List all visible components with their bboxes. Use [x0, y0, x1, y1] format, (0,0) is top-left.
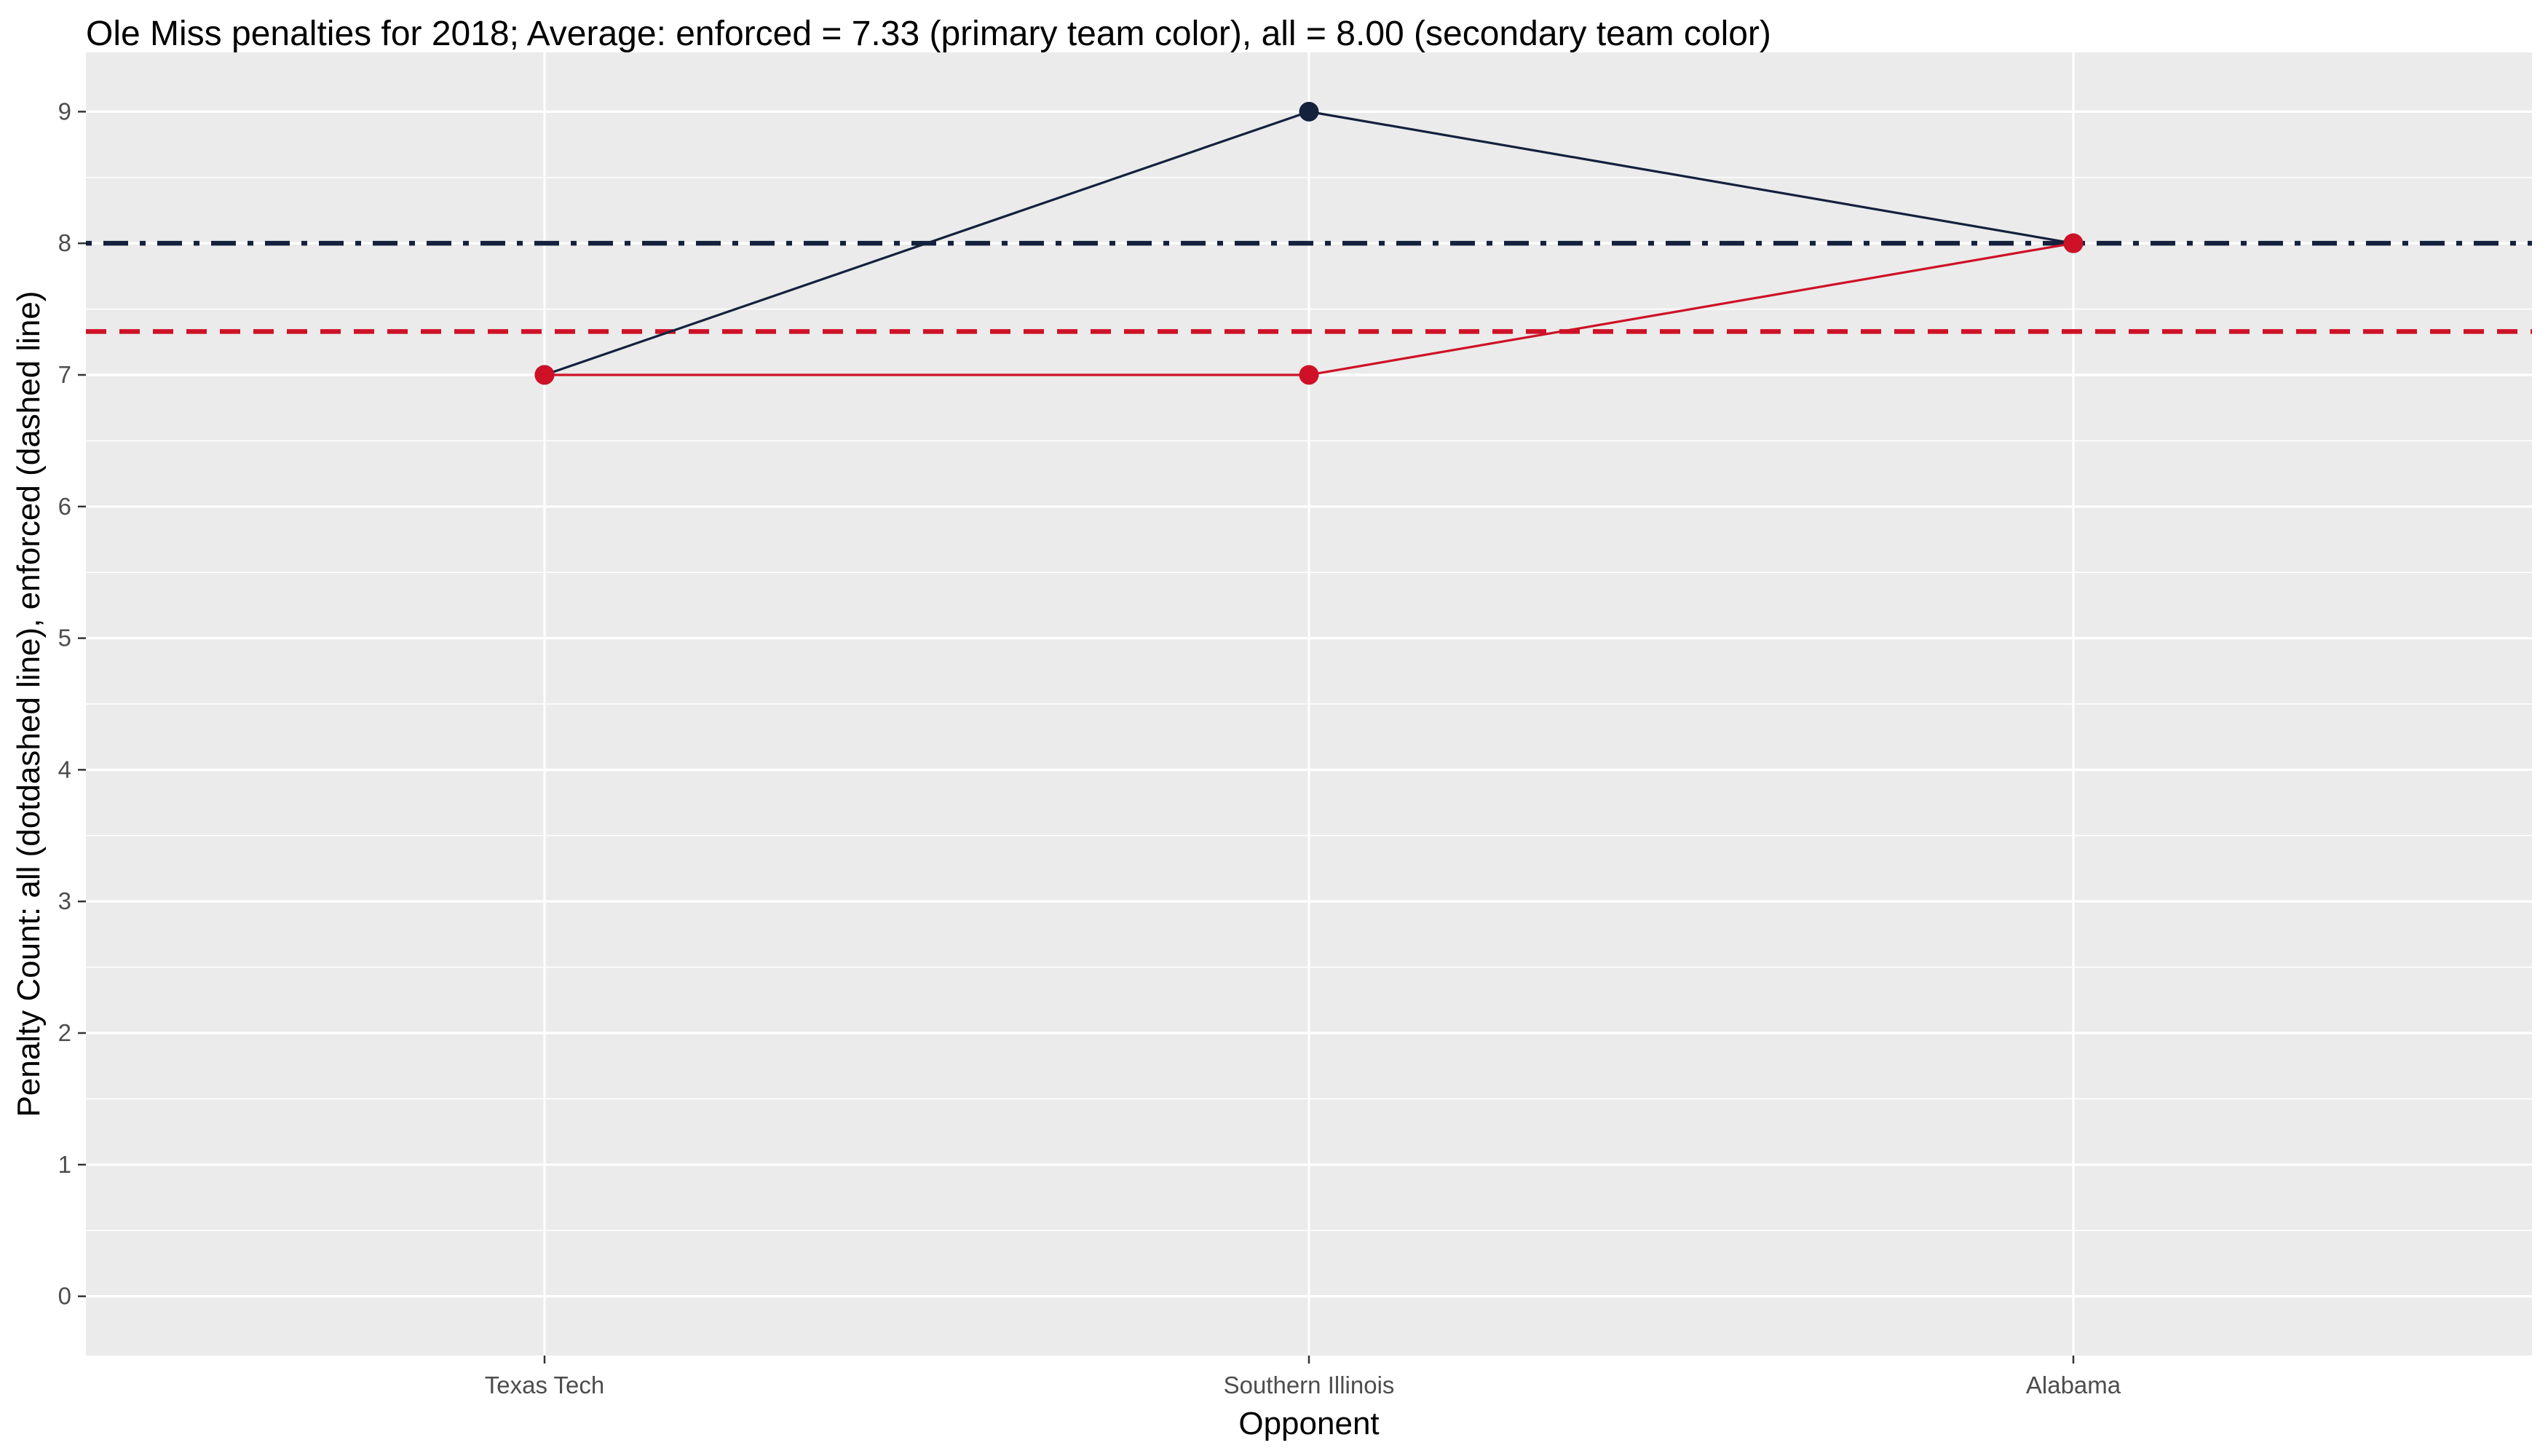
y-axis-title: Penalty Count: all (dotdashed line), enf…	[11, 291, 47, 1117]
chart-title: Ole Miss penalties for 2018; Average: en…	[86, 15, 1771, 53]
major-gridlines	[86, 52, 2532, 1356]
x-tick-label: Alabama	[2026, 1372, 2121, 1398]
data-point-enforced	[534, 365, 555, 385]
data-point-all	[1299, 101, 1319, 122]
y-tick-label: 0	[58, 1283, 71, 1310]
y-axis: 0 1 2 3 4 5 6 7 8 9	[58, 98, 86, 1310]
data-points	[534, 101, 2084, 385]
y-tick-label: 7	[58, 361, 71, 388]
x-tick-label: Texas Tech	[485, 1372, 604, 1398]
reference-lines	[86, 240, 2532, 334]
y-tick-label: 2	[58, 1019, 71, 1046]
x-axis-title: Opponent	[1238, 1406, 1379, 1441]
y-tick-label: 5	[58, 625, 71, 652]
y-tick-label: 1	[58, 1151, 71, 1178]
y-tick-label: 8	[58, 229, 71, 256]
data-point-enforced	[1299, 365, 1319, 385]
data-point-enforced	[2063, 233, 2084, 253]
y-tick-label: 4	[58, 756, 71, 783]
y-tick-label: 6	[58, 493, 71, 520]
y-tick-label: 9	[58, 98, 71, 124]
x-tick-label: Southern Illinois	[1224, 1372, 1395, 1398]
y-tick-label: 3	[58, 887, 71, 914]
x-axis: Texas Tech Southern Illinois Alabama	[485, 1356, 2121, 1398]
